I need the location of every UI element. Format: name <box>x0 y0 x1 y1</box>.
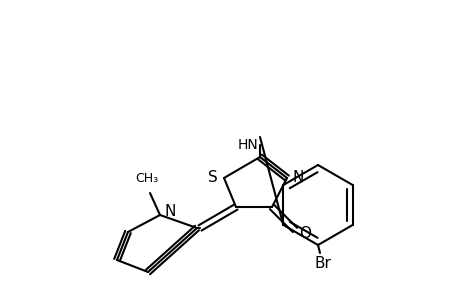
Text: N: N <box>291 170 303 185</box>
Text: HN: HN <box>237 138 258 152</box>
Text: N: N <box>164 203 175 218</box>
Text: Br: Br <box>314 256 331 271</box>
Text: CH₃: CH₃ <box>135 172 158 185</box>
Text: S: S <box>207 170 218 185</box>
Text: O: O <box>298 226 310 242</box>
